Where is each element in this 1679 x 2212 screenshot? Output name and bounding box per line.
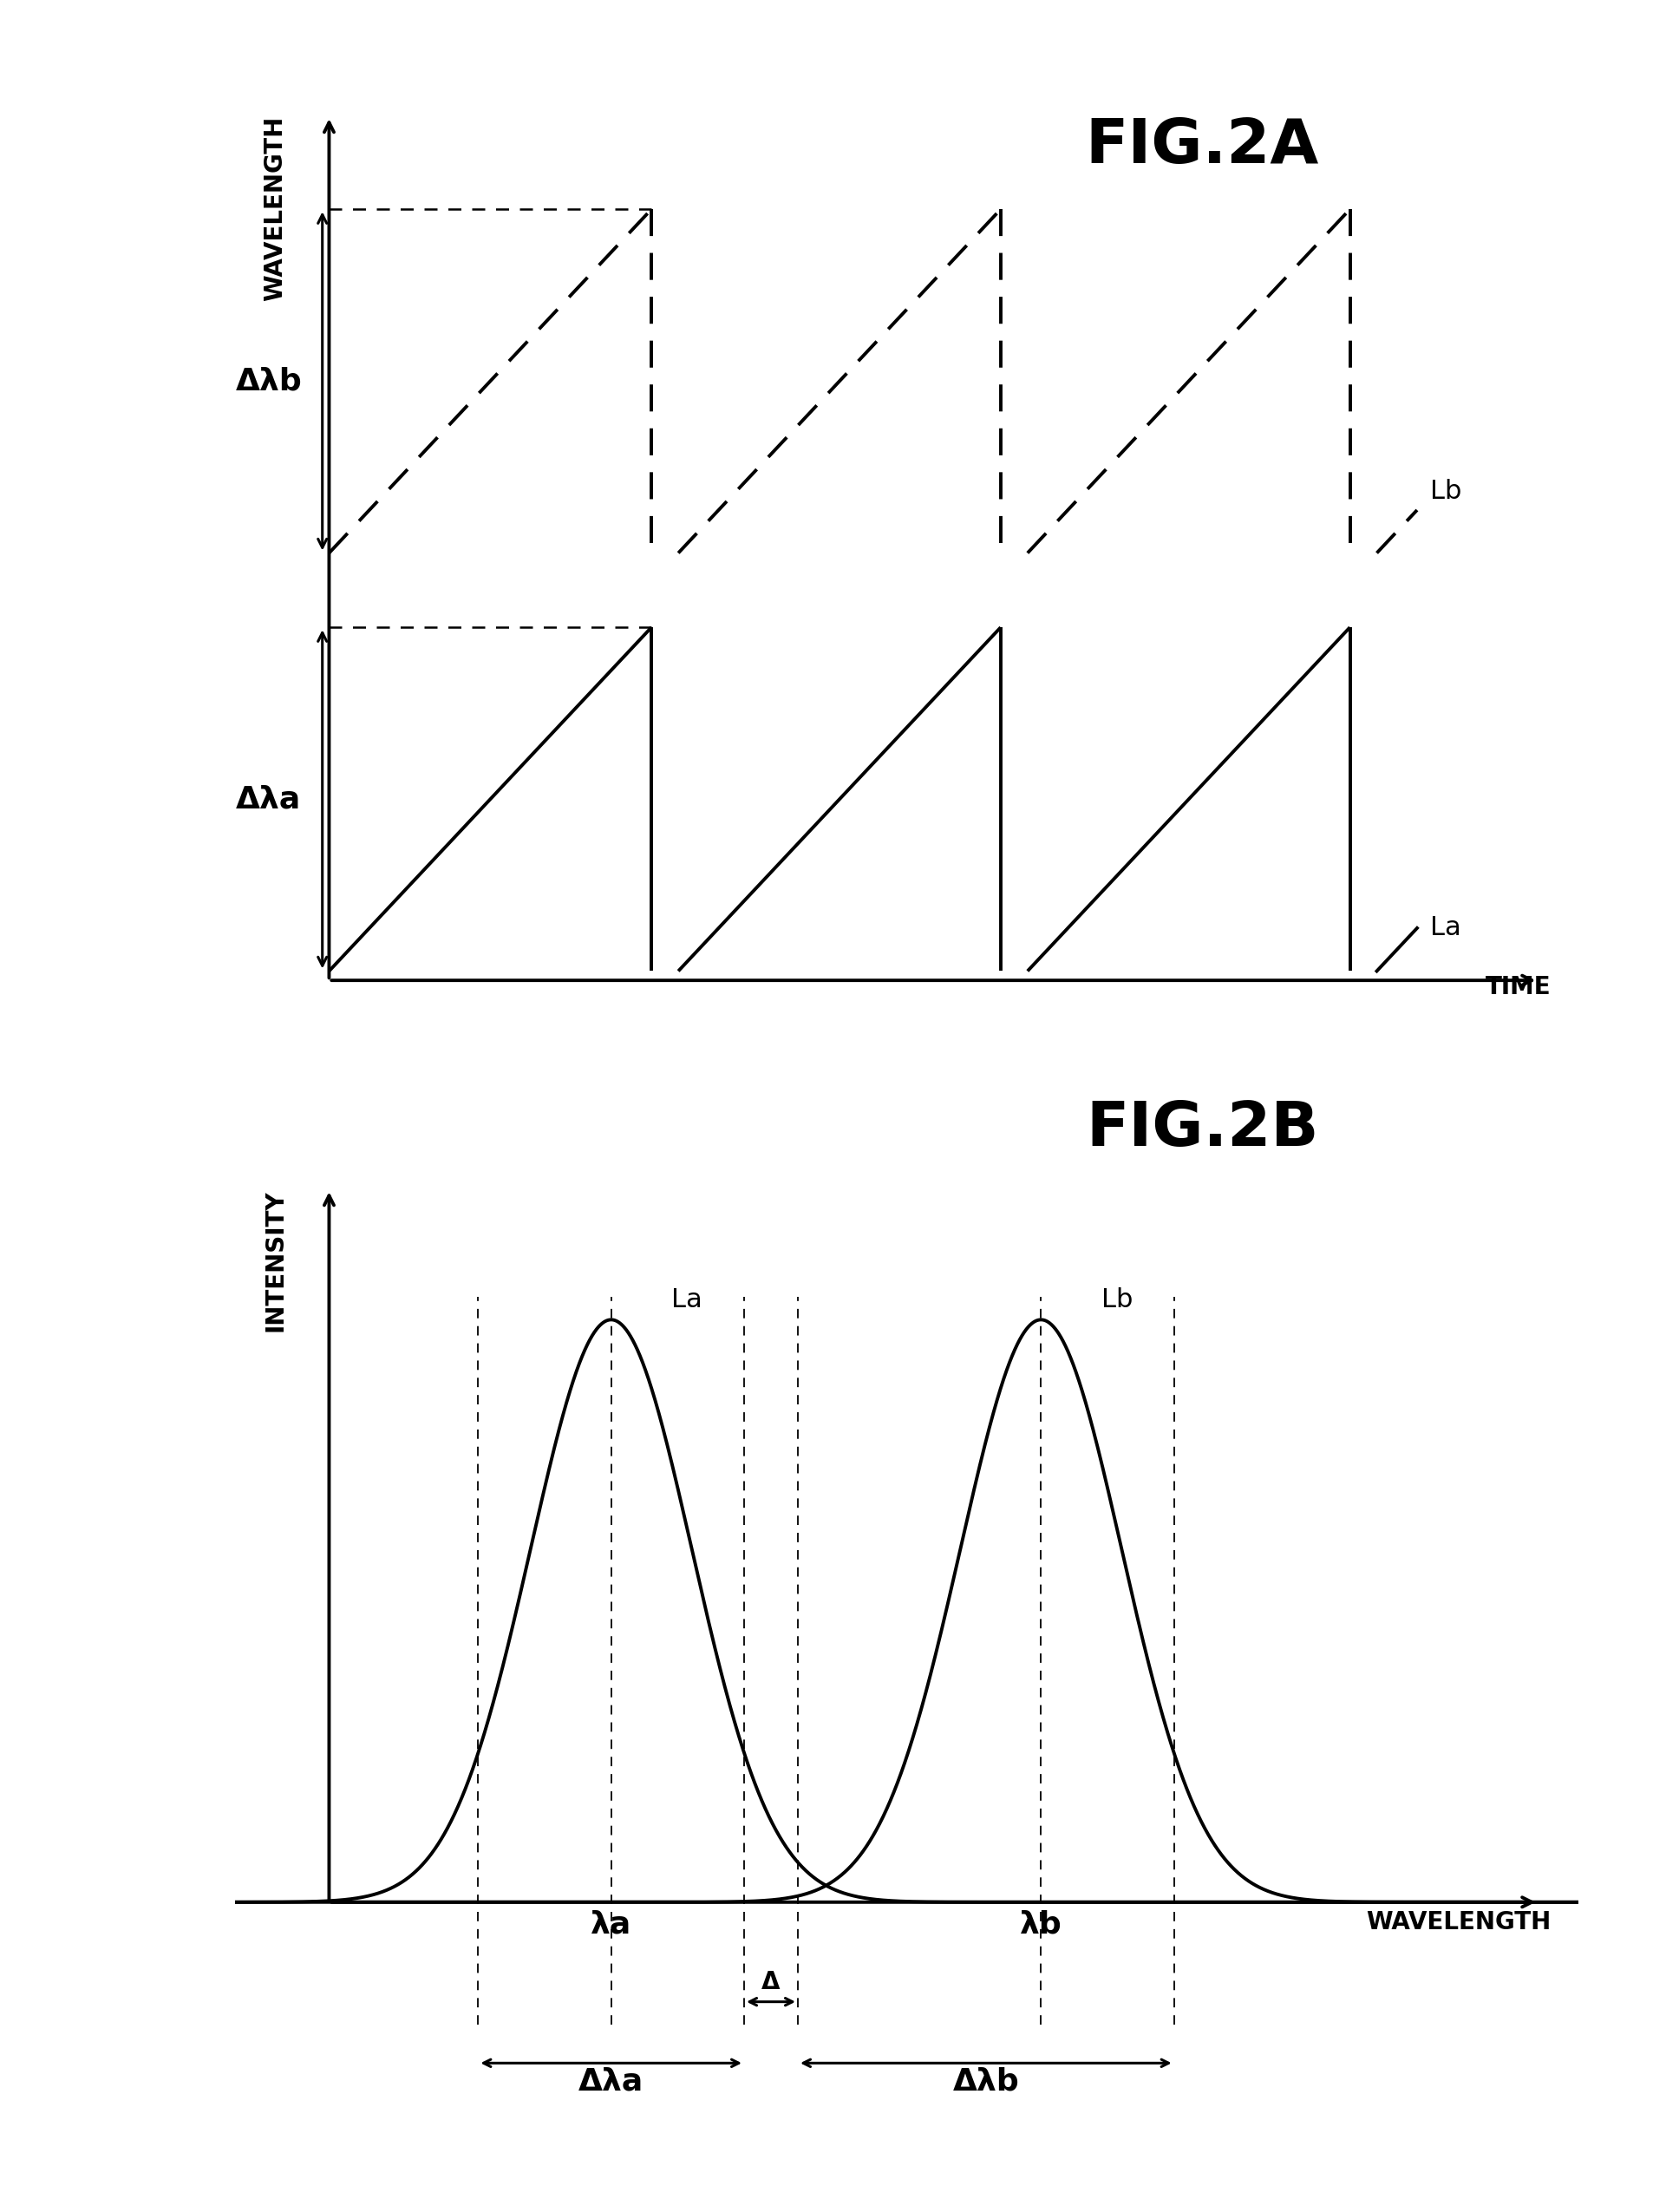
Text: Lb: Lb <box>1431 478 1462 504</box>
Text: FIG.2A: FIG.2A <box>1085 117 1320 177</box>
Text: Δ: Δ <box>762 1971 781 1993</box>
Text: λb: λb <box>1019 1909 1063 1940</box>
Text: INTENSITY: INTENSITY <box>264 1190 287 1332</box>
Text: Lb: Lb <box>1101 1287 1133 1312</box>
Text: Δλa: Δλa <box>237 785 301 814</box>
Text: Δλb: Δλb <box>235 367 302 396</box>
Text: TIME: TIME <box>1486 975 1551 1000</box>
Text: Δλa: Δλa <box>579 2066 643 2097</box>
Text: La: La <box>672 1287 702 1312</box>
Text: λa: λa <box>591 1909 631 1940</box>
Text: WAVELENGTH: WAVELENGTH <box>264 117 287 301</box>
Text: La: La <box>1431 916 1461 940</box>
Text: WAVELENGTH: WAVELENGTH <box>1367 1909 1551 1933</box>
Text: Δλb: Δλb <box>952 2066 1019 2097</box>
Text: FIG.2B: FIG.2B <box>1086 1099 1318 1159</box>
